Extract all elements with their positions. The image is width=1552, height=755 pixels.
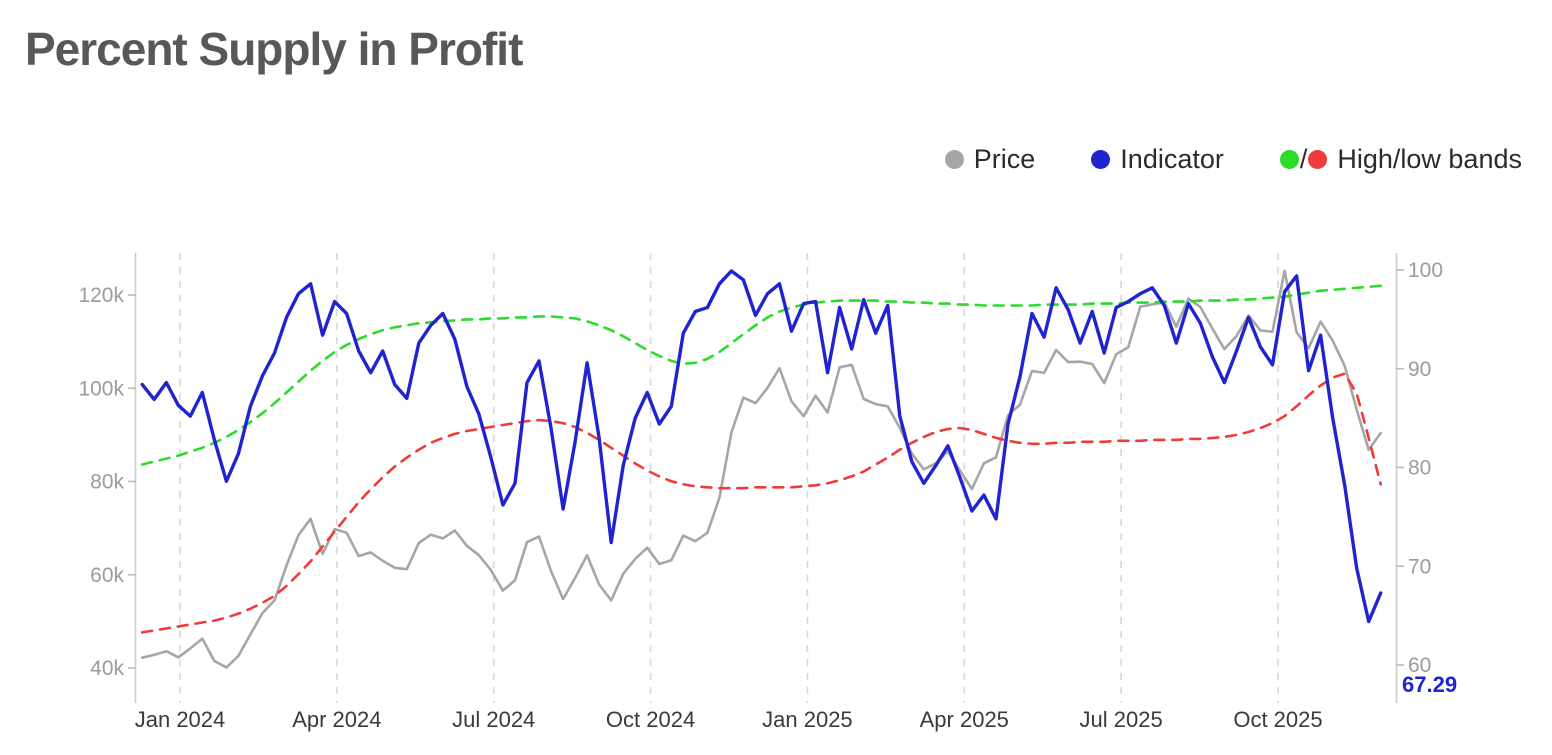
x-tick-label: Apr 2025 <box>920 707 1009 732</box>
last-value-label: 67.29 <box>1402 672 1457 697</box>
x-tick-label: Jul 2024 <box>452 707 535 732</box>
page-title: Percent Supply in Profit <box>25 23 523 75</box>
left-tick-label: 100k <box>78 377 124 400</box>
right-tick-label: 100 <box>1408 259 1443 282</box>
legend-item-bands[interactable]: / High/low bands <box>1279 144 1522 175</box>
right-tick-label: 70 <box>1408 555 1431 578</box>
legend-label-price: Price <box>973 144 1036 174</box>
series-high-band-line <box>140 284 1382 466</box>
left-tick-label: 40k <box>90 657 124 680</box>
left-tick-label: 80k <box>90 471 124 494</box>
x-tick-label: Oct 2024 <box>606 707 695 732</box>
right-tick-label: 90 <box>1408 358 1431 381</box>
legend-item-price[interactable]: Price <box>944 144 1036 175</box>
legend-bands-separator: / <box>1299 144 1308 174</box>
x-tick-label: Oct 2025 <box>1233 707 1322 732</box>
series-price-line <box>140 269 1382 669</box>
price-legend-dot <box>944 150 964 169</box>
left-tick-label: 60k <box>90 564 124 587</box>
legend-label-indicator: Indicator <box>1120 144 1224 174</box>
x-tick-label: Jan 2025 <box>762 707 853 732</box>
legend-label-bands: High/low bands <box>1337 144 1522 174</box>
series-low-band-line <box>140 372 1382 634</box>
low-band-legend-dot <box>1308 150 1328 169</box>
x-tick-label: Jan 2024 <box>135 707 226 732</box>
indicator-legend-dot <box>1091 150 1111 169</box>
right-tick-label: 80 <box>1408 457 1431 480</box>
x-tick-label: Apr 2024 <box>292 707 381 732</box>
left-tick-label: 120k <box>78 284 124 307</box>
legend-item-indicator[interactable]: Indicator <box>1091 144 1224 175</box>
high-band-legend-dot <box>1279 150 1299 169</box>
series-indicator-line <box>140 269 1383 624</box>
legend: Price Indicator / High/low bands <box>944 144 1522 175</box>
right-tick-label: 60 <box>1408 654 1431 677</box>
x-tick-label: Jul 2025 <box>1080 707 1163 732</box>
